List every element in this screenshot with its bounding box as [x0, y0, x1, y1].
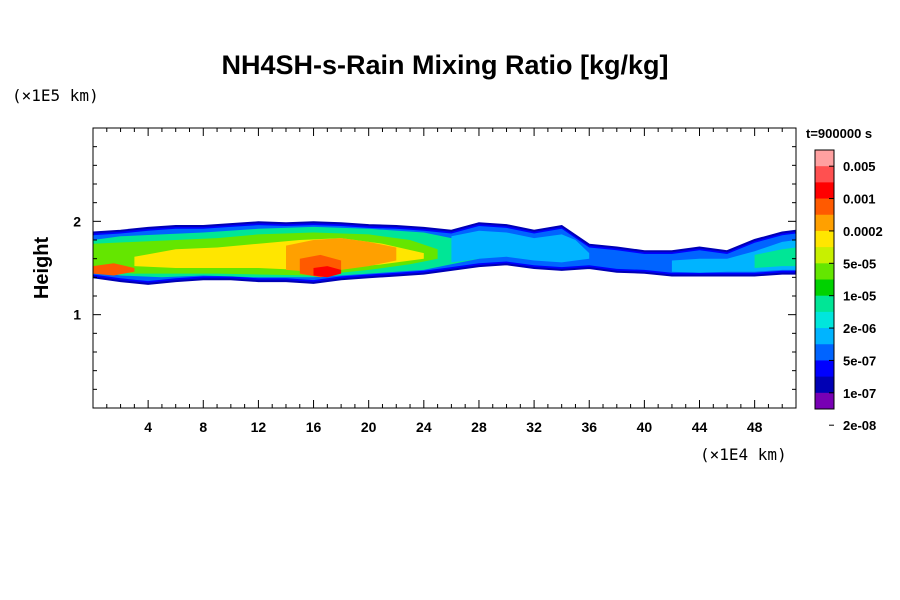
x-tick-label: 36 — [581, 419, 597, 435]
contour-field — [93, 221, 796, 285]
contour-region-8 — [93, 263, 135, 276]
x-tick-label: 12 — [251, 419, 267, 435]
colorbar-swatch — [815, 263, 834, 280]
x-tick-label: 28 — [471, 419, 487, 435]
y-axis-label: Height — [31, 237, 53, 300]
colorbar-swatch — [815, 311, 834, 329]
colorbar-label: 5e-07 — [843, 353, 876, 368]
x-tick-label: 20 — [361, 419, 377, 435]
x-tick-label: 24 — [416, 419, 432, 435]
colorbar-label: 0.001 — [843, 192, 876, 207]
plot-frame — [92, 127, 797, 409]
time-label: t=900000 s — [806, 126, 872, 141]
x-tick-label: 8 — [199, 419, 207, 435]
colorbar-frame — [814, 149, 835, 410]
y-tick-label: 1 — [73, 307, 81, 323]
y-tick-label: 2 — [73, 213, 81, 229]
y-axis: 12 — [73, 146, 796, 390]
colorbar-swatch — [815, 214, 834, 232]
colorbar-label: 0.005 — [843, 159, 876, 174]
colorbar-swatch — [815, 198, 834, 216]
colorbar-label: 2e-08 — [843, 418, 876, 433]
y-unit-label: (×1E5 km) — [12, 86, 99, 105]
x-tick-label: 40 — [637, 419, 653, 435]
x-tick-label: 48 — [747, 419, 763, 435]
contour-region-9 — [313, 266, 342, 278]
x-tick-label: 32 — [526, 419, 542, 435]
colorbar-swatch — [815, 182, 834, 200]
contour-region-5 — [451, 230, 590, 263]
contour-region-7 — [754, 247, 796, 268]
colorbar-swatch — [815, 360, 834, 378]
colorbar-swatch — [815, 328, 834, 345]
x-tick-label: 16 — [306, 419, 322, 435]
colorbar-label: 1e-07 — [843, 386, 876, 401]
colorbar-swatch — [815, 279, 834, 297]
colorbar: 0.005 0.001 0.0002 5e-05 1e-05 2e-06 5e-07 1e-0… — [814, 149, 883, 433]
colorbar-swatch — [815, 392, 834, 410]
x-axis: 4 8 12 16 20 24 28 32 36 40 44 48 — [106, 128, 783, 435]
colorbar-swatch — [815, 230, 834, 248]
x-tick-label: 4 — [144, 419, 152, 435]
colorbar-label: 2e-06 — [843, 321, 876, 336]
colorbar-swatch — [815, 166, 834, 183]
colorbar-swatch — [815, 247, 834, 264]
colorbar-swatch — [815, 344, 834, 361]
colorbar-swatch — [815, 295, 834, 313]
chart-title: NH4SH-s-Rain Mixing Ratio [kg/kg] — [221, 50, 668, 80]
x-unit-label: (×1E4 km) — [700, 445, 787, 464]
colorbar-label: 0.0002 — [843, 224, 883, 239]
x-tick-label: 44 — [692, 419, 708, 435]
colorbar-label: 5e-05 — [843, 256, 876, 271]
colorbar-swatch — [815, 150, 834, 167]
colorbar-swatch — [815, 376, 834, 394]
colorbar-label: 1e-05 — [843, 289, 876, 304]
